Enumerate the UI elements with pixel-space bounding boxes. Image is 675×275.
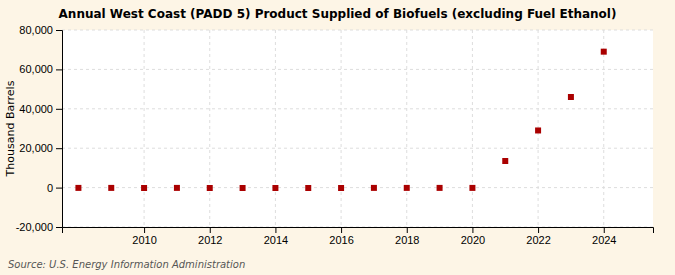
x-axis: 2010 2012 2014 2016 2018 2020 2022 2024 xyxy=(63,227,654,246)
x-axis-tick: 2016 xyxy=(329,227,353,246)
y-grid-line xyxy=(62,148,653,149)
y-axis-tick-label: 20,000 xyxy=(19,142,53,154)
x-axis-tick: 2014 xyxy=(264,227,288,246)
y-axis-tick: 40,000 xyxy=(19,103,62,115)
source-annotation: Source: U.S. Energy Information Administ… xyxy=(8,259,245,270)
x-axis-tick-mark xyxy=(604,227,605,233)
point xyxy=(174,185,180,191)
grid xyxy=(62,30,653,227)
point xyxy=(272,185,278,191)
y-grid-line xyxy=(62,30,653,31)
x-axis-tick-label: 2018 xyxy=(395,234,419,246)
x-axis-tick-label: 2022 xyxy=(526,234,550,246)
y-axis-tick-mark xyxy=(56,109,62,110)
point xyxy=(338,185,344,191)
x-axis-tick-label: 2014 xyxy=(264,234,288,246)
x-grid-line xyxy=(341,30,342,227)
x-axis-tick-label: 2024 xyxy=(592,234,616,246)
x-axis-line xyxy=(63,228,654,234)
y-axis-tick: 60,000 xyxy=(19,63,62,75)
y-axis-tick-label: 40,000 xyxy=(19,103,53,115)
y-axis-tick-label: 60,000 xyxy=(19,63,53,75)
x-axis-tick: 2010 xyxy=(132,227,156,246)
x-axis-tick-label: 2020 xyxy=(461,234,485,246)
title: Annual West Coast (PADD 5) Product Suppl… xyxy=(59,7,617,21)
y-axis-tick-mark xyxy=(56,227,62,228)
y-axis-tick-label: 0 xyxy=(47,182,53,194)
x-axis-tick-mark xyxy=(341,227,342,233)
point xyxy=(108,185,114,191)
x-axis-tick-label: 2012 xyxy=(198,234,222,246)
y-axis-tick: 20,000 xyxy=(19,142,62,154)
x-grid-line xyxy=(406,30,407,227)
y-grid-line xyxy=(62,69,653,70)
x-grid-line xyxy=(472,30,473,227)
x-axis-tick-mark xyxy=(275,227,276,233)
point xyxy=(240,185,246,191)
points xyxy=(75,49,606,191)
x-grid-line xyxy=(603,30,604,227)
x-grid-line xyxy=(209,30,210,227)
point xyxy=(568,94,574,100)
y-axis-tick-mark xyxy=(56,188,62,189)
x-grid-line xyxy=(275,30,276,227)
x-axis-tick-label: 2010 xyxy=(132,234,156,246)
x-axis-tick-mark xyxy=(144,227,145,233)
x-axis-tick-mark xyxy=(407,227,408,233)
y-axis-tick-label: 80,000 xyxy=(19,24,53,36)
point xyxy=(437,185,443,191)
y-axis-tick: 0 xyxy=(47,182,62,194)
y-axis-tick-label: -20,000 xyxy=(16,221,53,233)
x-axis-tick-label: 2016 xyxy=(329,234,353,246)
point xyxy=(601,49,607,55)
y-axis-title: Thousand Barrels xyxy=(4,80,17,177)
y-axis-tick-mark xyxy=(56,69,62,70)
y-axis-tick-mark xyxy=(56,30,62,31)
x-axis-tick: 2018 xyxy=(395,227,419,246)
x-axis-tick: 2024 xyxy=(592,227,616,246)
point xyxy=(502,158,508,164)
point xyxy=(404,185,410,191)
y-axis: -20,000 0 20,000 40,000 60,000 80,000 xyxy=(16,24,63,233)
chart: 2010 2012 2014 2016 2018 2020 2022 2024 -20,000 0… xyxy=(0,0,675,275)
point xyxy=(469,185,475,191)
point xyxy=(371,185,377,191)
y-axis-line xyxy=(56,31,63,228)
x-axis-tick-mark xyxy=(538,227,539,233)
y-axis-tick-mark xyxy=(56,148,62,149)
plot-background xyxy=(62,30,653,227)
x-axis-tick-mark xyxy=(210,227,211,233)
y-grid-line xyxy=(62,187,653,188)
y-grid-line xyxy=(62,108,653,109)
point xyxy=(535,127,541,133)
x-axis-tick-mark xyxy=(472,227,473,233)
x-grid-line xyxy=(144,30,145,227)
y-axis-tick: -20,000 xyxy=(16,221,62,233)
y-axis-tick: 80,000 xyxy=(19,24,62,36)
point xyxy=(75,185,81,191)
x-axis-tick: 2012 xyxy=(198,227,222,246)
point xyxy=(207,185,213,191)
x-axis-tick: 2020 xyxy=(461,227,485,246)
plot-area: 2010 2012 2014 2016 2018 2020 2022 2024 -20,000 0… xyxy=(16,24,654,246)
x-axis-tick: 2022 xyxy=(526,227,550,246)
point xyxy=(305,185,311,191)
point xyxy=(141,185,147,191)
